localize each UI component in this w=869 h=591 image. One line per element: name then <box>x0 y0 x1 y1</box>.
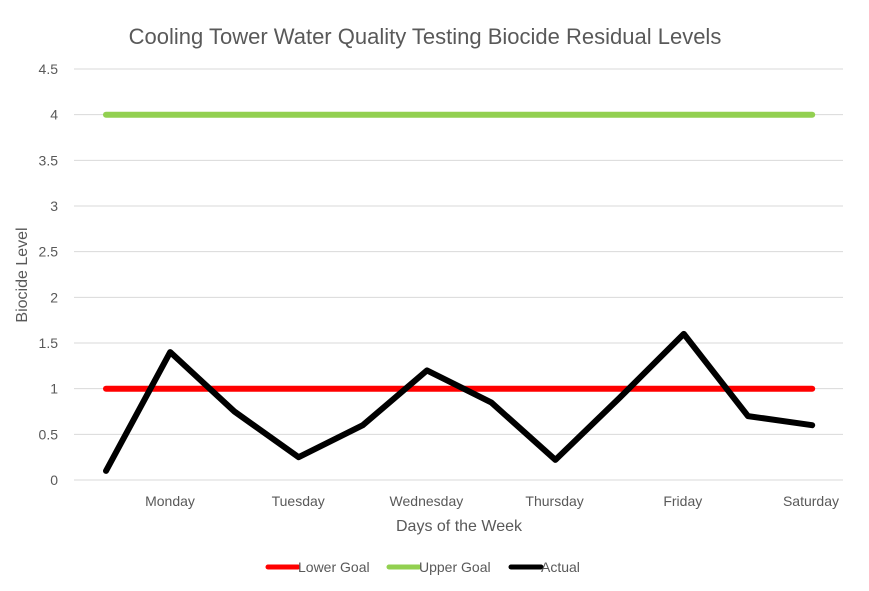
series-line-actual <box>103 330 816 474</box>
y-tick-label: 1.5 <box>39 335 59 351</box>
x-tick-label: Wednesday <box>390 493 464 509</box>
y-tick-label: 3.5 <box>39 152 59 168</box>
y-tick-label: 4 <box>50 107 58 123</box>
y-tick-label: 4.5 <box>39 61 59 77</box>
legend-label-upper-goal: Upper Goal <box>419 559 491 575</box>
y-tick-label: 3 <box>50 198 58 214</box>
y-tick-label: 2 <box>50 289 58 305</box>
legend: Lower Goal Upper Goal Actual <box>265 559 580 575</box>
gridlines <box>74 68 843 481</box>
y-axis-tick-labels: 0 0.5 1 1.5 2 2.5 3 3.5 4 4.5 <box>39 61 59 488</box>
x-tick-label: Friday <box>663 493 702 509</box>
y-tick-label: 0.5 <box>39 426 59 442</box>
y-tick-label: 2.5 <box>39 244 59 260</box>
y-axis-title: Biocide Level <box>14 227 31 322</box>
y-tick-label: 0 <box>50 472 58 488</box>
series-lines <box>103 111 816 474</box>
legend-label-lower-goal: Lower Goal <box>298 559 370 575</box>
x-tick-label: Saturday <box>783 493 839 509</box>
x-axis-title: Days of the Week <box>396 518 523 535</box>
x-tick-label: Tuesday <box>272 493 325 509</box>
y-tick-label: 1 <box>50 381 58 397</box>
legend-label-actual: Actual <box>541 559 580 575</box>
x-tick-label: Thursday <box>525 493 583 509</box>
chart-title: Cooling Tower Water Quality Testing Bioc… <box>129 24 722 49</box>
x-tick-label: Monday <box>145 493 195 509</box>
x-axis-tick-labels: Monday Tuesday Wednesday Thursday Friday Satu… <box>145 493 839 509</box>
